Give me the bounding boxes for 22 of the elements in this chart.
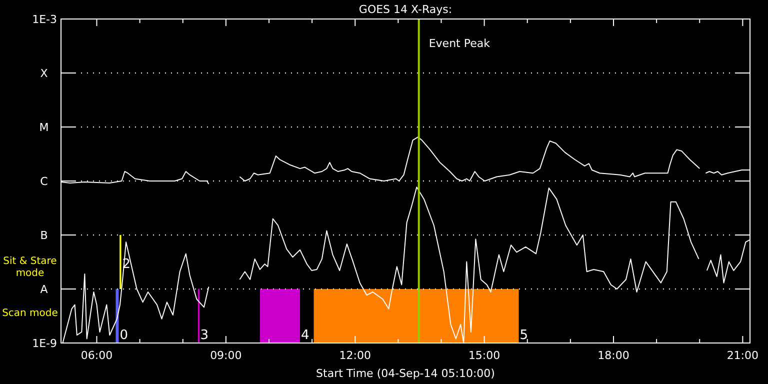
band-label: 3 — [200, 328, 209, 343]
ref-line-label: Event Peak — [428, 37, 491, 50]
y-tick-label: 1E-3 — [32, 13, 57, 26]
y-tick-label: X — [40, 67, 48, 80]
y-tick-label: 1E-9 — [32, 337, 57, 350]
y-tick-label: A — [40, 283, 48, 296]
x-tick-label: 15:00 — [468, 349, 500, 362]
band-label: 0 — [120, 328, 128, 343]
x-tick-label: 06:00 — [80, 349, 113, 362]
x-tick-label: 12:00 — [339, 349, 371, 362]
x-tick-label: 09:00 — [210, 349, 242, 362]
x-tick-label: 21:00 — [726, 349, 759, 362]
band-label: 4 — [300, 328, 310, 343]
chart-title: GOES 14 X-Rays: — [358, 3, 452, 16]
text: Scan mode — [2, 308, 58, 319]
y-tick-label: C — [40, 175, 48, 188]
y-tick-label: M — [39, 121, 49, 134]
x-tick-label: 18:00 — [598, 349, 630, 362]
y-tick-label: B — [40, 229, 48, 242]
band-label: 5 — [520, 328, 528, 343]
x-axis-title: Start Time (04-Sep-14 05:10:00) — [316, 367, 495, 380]
text: Sit & Stare mode — [3, 256, 57, 279]
